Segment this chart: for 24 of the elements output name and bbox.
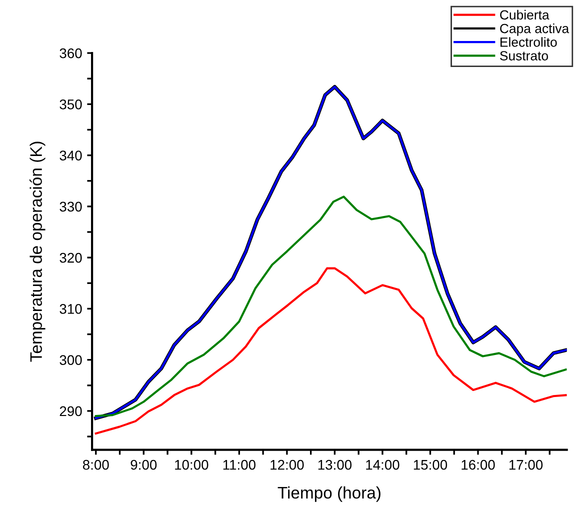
y-tick-label: 310: [60, 304, 82, 314]
x-tick-label: 12:00: [270, 460, 304, 470]
x-tick-label: 17:00: [509, 460, 543, 470]
x-tick-label: 10:00: [175, 460, 208, 470]
legend-label: Capa activa: [500, 24, 570, 36]
x-tick-label: 16:00: [462, 460, 495, 470]
y-axis-title: Temperatura de operación (K): [30, 142, 46, 362]
legend-label: Cubierta: [500, 10, 550, 20]
x-tick-label: 13:00: [318, 460, 352, 470]
y-tick-label: 340: [60, 150, 82, 160]
x-tick-label: 11:00: [223, 460, 256, 470]
y-tick-label: 300: [60, 355, 82, 365]
y-tick-label: 360: [60, 48, 82, 58]
legend-label: Electrolito: [500, 37, 557, 47]
y-tick-label: 350: [60, 100, 82, 110]
y-tick-label: 290: [60, 406, 82, 416]
x-tick-label: 8:00: [82, 460, 109, 470]
x-tick-label: 9:00: [130, 460, 157, 470]
y-tick-label: 330: [60, 202, 82, 212]
legend-label: Sustrato: [500, 51, 548, 60]
y-tick-label: 320: [60, 252, 82, 263]
x-axis-title: Tiempo (hora): [278, 486, 380, 502]
x-tick-label: 15:00: [414, 460, 448, 470]
x-tick-label: 14:00: [366, 460, 400, 470]
